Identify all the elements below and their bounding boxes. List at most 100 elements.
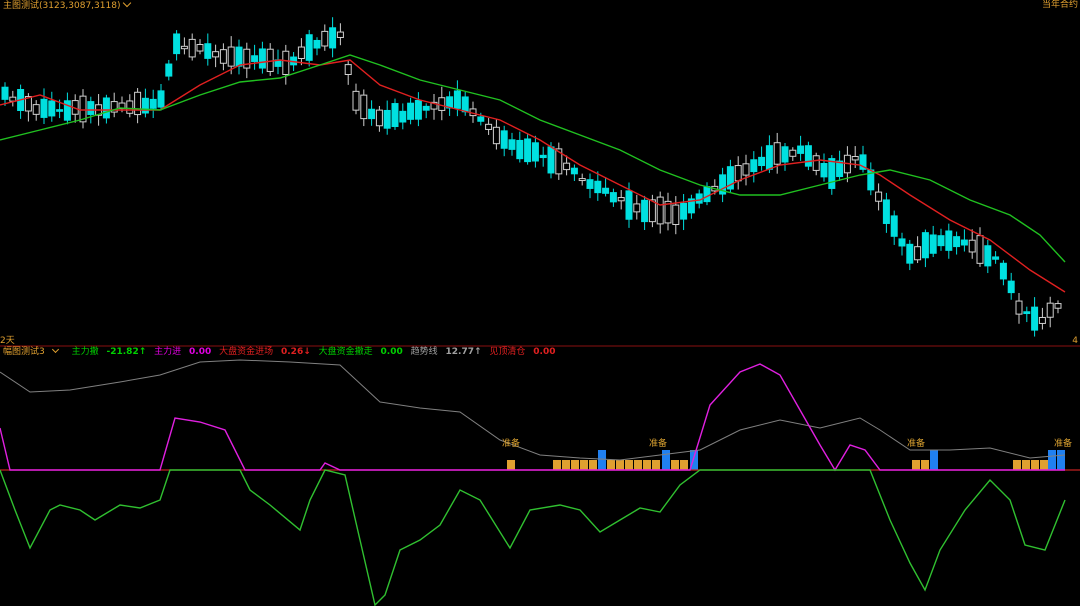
- orange-signal-block: [643, 460, 651, 470]
- signal-blocks: [507, 450, 1065, 470]
- candle-body: [1054, 303, 1062, 309]
- orange-signal-block: [589, 460, 597, 470]
- candle-body: [492, 126, 500, 145]
- candle-body: [391, 103, 399, 128]
- candle-body: [680, 202, 688, 220]
- candle-body: [531, 142, 539, 162]
- candle-body: [953, 236, 961, 248]
- candle-body: [555, 148, 563, 175]
- indicator-0: 主力撤 -21.82↑: [71, 347, 147, 357]
- candle-body: [851, 156, 859, 161]
- blue-signal-block: [1048, 450, 1056, 470]
- candle-body: [906, 243, 914, 264]
- candle-body: [812, 155, 820, 171]
- candle-body: [797, 145, 805, 154]
- candle-body: [321, 30, 329, 47]
- candle-body: [87, 101, 95, 115]
- candle-body: [672, 204, 680, 226]
- candle-body: [1023, 311, 1031, 315]
- candle-body: [890, 215, 898, 237]
- candle-body: [664, 200, 672, 224]
- ready-marker: 准备: [1054, 439, 1073, 449]
- candle-body: [921, 232, 929, 259]
- orange-signal-block: [607, 460, 615, 470]
- candle-body: [368, 108, 376, 120]
- orange-signal-block: [921, 460, 929, 470]
- candle-body: [742, 163, 750, 176]
- chevron-down-icon[interactable]: [51, 345, 59, 354]
- candle-body: [945, 230, 953, 251]
- orange-signal-block: [652, 460, 660, 470]
- main-out-line: [0, 469, 1066, 606]
- candle-body: [804, 145, 812, 167]
- candle-body: [929, 234, 937, 254]
- blue-signal-block: [598, 450, 606, 470]
- candle-body: [937, 235, 945, 247]
- candle-body: [477, 116, 485, 122]
- candle-body: [180, 45, 188, 50]
- candle-body: [563, 162, 571, 171]
- candle-body: [609, 192, 617, 203]
- ready-marker: 准备: [907, 439, 926, 449]
- right-axis-label: 4: [1072, 336, 1078, 346]
- candle-body: [79, 95, 87, 123]
- candle-body: [781, 146, 789, 163]
- candle-body: [914, 246, 922, 261]
- main-chart-title[interactable]: 主图测试(3123,3087,3118): [3, 0, 132, 12]
- candle-body: [594, 180, 602, 194]
- orange-signal-block: [616, 460, 624, 470]
- candle-body: [1007, 280, 1015, 294]
- candle-body: [882, 199, 890, 224]
- candle-body: [976, 235, 984, 264]
- candle-body: [399, 110, 407, 123]
- orange-signal-block: [634, 460, 642, 470]
- candle-body: [422, 105, 430, 111]
- sub-chart-title[interactable]: 幅图测试3: [3, 345, 64, 357]
- orange-signal-block: [912, 460, 920, 470]
- indicator-4: 趋势线 12.77↑: [410, 347, 482, 357]
- candle-body: [383, 109, 391, 129]
- contract-label: 当年合约: [1041, 0, 1078, 10]
- candle-body: [305, 34, 313, 61]
- sub-chart-legend: 幅图测试3 主力撤 -21.82↑ 主力进 0.00 大盘资金进场 0.26↓ …: [3, 345, 561, 358]
- candlestick-series: [1, 17, 1062, 337]
- candle-body: [32, 104, 40, 115]
- candle-body: [360, 94, 368, 120]
- candle-body: [524, 138, 532, 163]
- orange-signal-block: [1040, 460, 1048, 470]
- candle-body: [1046, 302, 1054, 318]
- candle-body: [992, 256, 1000, 260]
- candle-body: [204, 43, 212, 59]
- candle-body: [243, 48, 251, 69]
- candle-body: [586, 179, 594, 189]
- orange-signal-block: [571, 460, 579, 470]
- indicator-1: 主力进 0.00: [154, 347, 212, 357]
- candle-body: [219, 49, 227, 64]
- candle-body: [438, 97, 446, 111]
- orange-signal-block: [1013, 460, 1021, 470]
- blue-signal-block: [930, 450, 938, 470]
- candle-body: [212, 51, 220, 58]
- orange-signal-block: [507, 460, 515, 470]
- chevron-down-icon[interactable]: [123, 0, 132, 8]
- candle-body: [227, 46, 235, 67]
- indicator-5: 见顶清仓 0.00: [489, 347, 556, 357]
- candle-body: [1038, 316, 1046, 324]
- candle-body: [1015, 300, 1023, 315]
- candle-body: [836, 160, 844, 178]
- candle-body: [336, 31, 344, 38]
- blue-signal-block: [1057, 450, 1065, 470]
- candle-body: [703, 186, 711, 203]
- candle-body: [547, 146, 555, 174]
- candle-body: [414, 99, 422, 120]
- candle-body: [625, 190, 633, 220]
- candle-body: [898, 238, 906, 247]
- candle-body: [984, 245, 992, 267]
- candle-body: [344, 64, 352, 75]
- candle-body: [282, 50, 290, 75]
- orange-signal-block: [1031, 460, 1039, 470]
- candle-body: [656, 196, 664, 225]
- candle-body: [375, 109, 383, 127]
- candle-body: [859, 154, 867, 170]
